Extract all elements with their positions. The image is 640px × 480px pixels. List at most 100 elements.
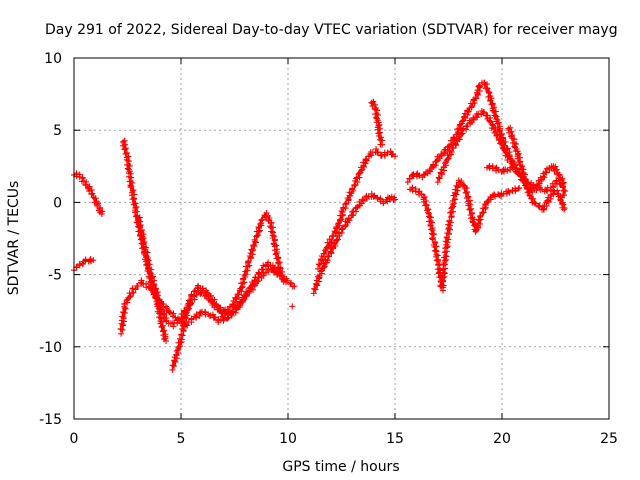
data-point: [522, 177, 533, 196]
data-point: [258, 212, 269, 224]
data-point: [260, 266, 272, 279]
data-point: [146, 270, 161, 299]
data-point: [434, 164, 448, 186]
data-point: [195, 282, 210, 295]
data-point: [221, 303, 233, 316]
data-point: [561, 192, 568, 199]
data-point: [246, 274, 262, 292]
y-tick-label: 10: [44, 51, 62, 67]
x-tick-label: 0: [70, 431, 79, 447]
grid: [74, 58, 609, 419]
data-point: [320, 239, 335, 257]
data-point: [461, 185, 475, 219]
data-point: [473, 108, 485, 121]
data-point: [447, 192, 458, 220]
data-point: [416, 171, 428, 181]
data-point: [489, 104, 501, 125]
y-tick-label: -5: [48, 268, 62, 284]
data-point: [353, 164, 366, 186]
data-point: [386, 193, 398, 204]
data-point: [425, 209, 437, 242]
x-tick-label: 20: [493, 431, 511, 447]
data-point: [229, 287, 245, 309]
data-point: [203, 289, 218, 307]
data-point: [165, 307, 179, 321]
data-point: [289, 303, 296, 310]
data-point: [498, 141, 512, 160]
series-track-g: [289, 303, 296, 310]
data-point: [310, 273, 323, 297]
data-point: [561, 206, 568, 213]
data-point: [153, 291, 166, 313]
data-point: [547, 187, 557, 198]
x-tick-label: 5: [177, 431, 186, 447]
tick-labels: 0 5 10 15 20 25 -15 -10 -5 0 5 10: [39, 51, 618, 447]
y-tick-label: 5: [53, 123, 62, 139]
data-point: [333, 208, 346, 231]
series-track-i: [315, 146, 398, 272]
data-point: [121, 286, 137, 308]
series-track-p: [550, 163, 569, 199]
data-point: [516, 184, 523, 191]
series-track-o: [505, 124, 568, 213]
data-point: [316, 259, 330, 279]
series-track-l: [407, 177, 523, 294]
data-point: [509, 135, 521, 155]
data-point: [430, 158, 440, 169]
data-point: [360, 152, 373, 170]
data-point: [472, 216, 484, 235]
data-point: [466, 113, 480, 127]
data-point: [158, 322, 169, 343]
y-tick-label: -15: [39, 412, 62, 428]
data-point: [555, 193, 568, 212]
chart-title: Day 291 of 2022, Sidereal Day-to-day VTE…: [45, 22, 618, 38]
series-track-h: [310, 190, 398, 297]
axis-ticks: [73, 57, 610, 420]
data-point: [140, 243, 155, 276]
data-point: [213, 301, 227, 315]
x-tick-label: 15: [386, 431, 404, 447]
data-point: [163, 338, 170, 345]
data-point: [429, 234, 442, 263]
data-point: [372, 106, 382, 126]
series-track-a: [71, 170, 106, 217]
data-point: [267, 219, 278, 248]
data-point: [392, 196, 398, 203]
data-point: [477, 201, 489, 220]
data-point: [169, 316, 183, 330]
series-track-n: [484, 162, 565, 195]
data-point: [90, 257, 97, 264]
data-point: [237, 258, 253, 292]
data-point: [135, 214, 148, 246]
data-point: [480, 109, 491, 122]
data-point: [384, 148, 397, 158]
data-point: [392, 153, 398, 160]
x-tick-label: 25: [600, 431, 618, 447]
data-point: [537, 170, 548, 184]
data-point: [379, 141, 386, 148]
data-point: [328, 232, 343, 251]
data-point: [173, 339, 185, 358]
data-point: [380, 194, 394, 207]
data-point: [191, 309, 204, 321]
data-point: [453, 127, 466, 145]
data-point: [117, 300, 129, 337]
data-point: [485, 90, 496, 112]
data-point: [418, 191, 432, 217]
x-tick-label: 10: [279, 431, 297, 447]
data-point: [368, 98, 379, 111]
data-point: [123, 156, 136, 190]
data-point: [176, 315, 190, 343]
data-point: [550, 163, 561, 176]
data-point: [460, 107, 472, 122]
y-tick-label: -10: [39, 340, 62, 356]
series-track-j: [368, 98, 386, 148]
data-point: [509, 185, 522, 195]
data-point: [356, 196, 367, 209]
y-tick-label: 0: [53, 195, 62, 211]
data-point: [271, 242, 283, 271]
data-point: [169, 352, 180, 373]
data-point: [492, 128, 506, 147]
